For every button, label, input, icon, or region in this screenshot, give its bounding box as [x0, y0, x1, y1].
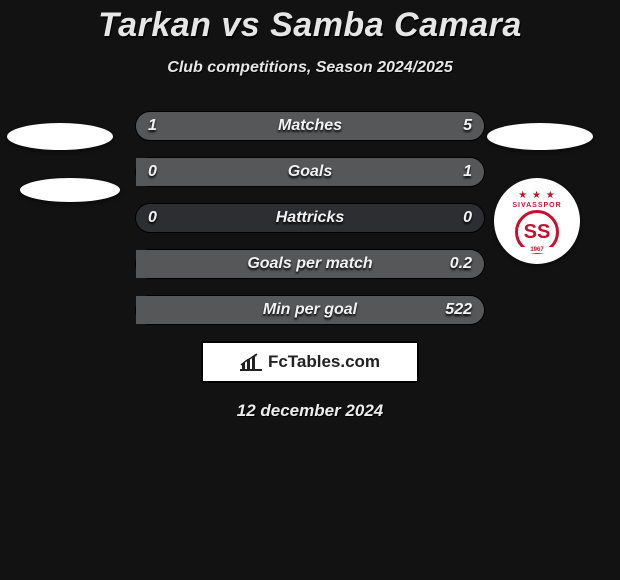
stat-value-right: 1: [463, 158, 472, 186]
stat-value-right: 5: [463, 112, 472, 140]
stat-row: Goals per match0.2: [135, 249, 485, 279]
chart-icon: [240, 353, 262, 371]
stat-label: Min per goal: [136, 296, 484, 324]
stat-row: Matches1 5: [135, 111, 485, 141]
stat-label: Goals per match: [136, 250, 484, 278]
subtitle: Club competitions, Season 2024/2025: [0, 59, 620, 77]
stat-label: Hattricks: [136, 204, 484, 232]
stat-label: Matches: [136, 112, 484, 140]
page-title: Tarkan vs Samba Camara: [0, 0, 620, 45]
stat-value-left: 0: [148, 158, 157, 186]
stats-container: Matches15Goals01Hattricks00Goals per mat…: [0, 111, 620, 325]
brand-text: FcTables.com: [268, 352, 380, 372]
stat-label: Goals: [136, 158, 484, 186]
stat-row: Min per goal522: [135, 295, 485, 325]
stat-value-right: 0: [463, 204, 472, 232]
stat-value-left: 0: [148, 204, 157, 232]
stat-value-left: 1: [148, 112, 157, 140]
stat-value-right: 0.2: [450, 250, 472, 278]
brand-box[interactable]: FcTables.com: [201, 341, 419, 383]
date-line: 12 december 2024: [0, 401, 620, 421]
stat-row: Goals0 1: [135, 157, 485, 187]
stat-row: Hattricks0 0: [135, 203, 485, 233]
stat-value-right: 522: [445, 296, 472, 324]
